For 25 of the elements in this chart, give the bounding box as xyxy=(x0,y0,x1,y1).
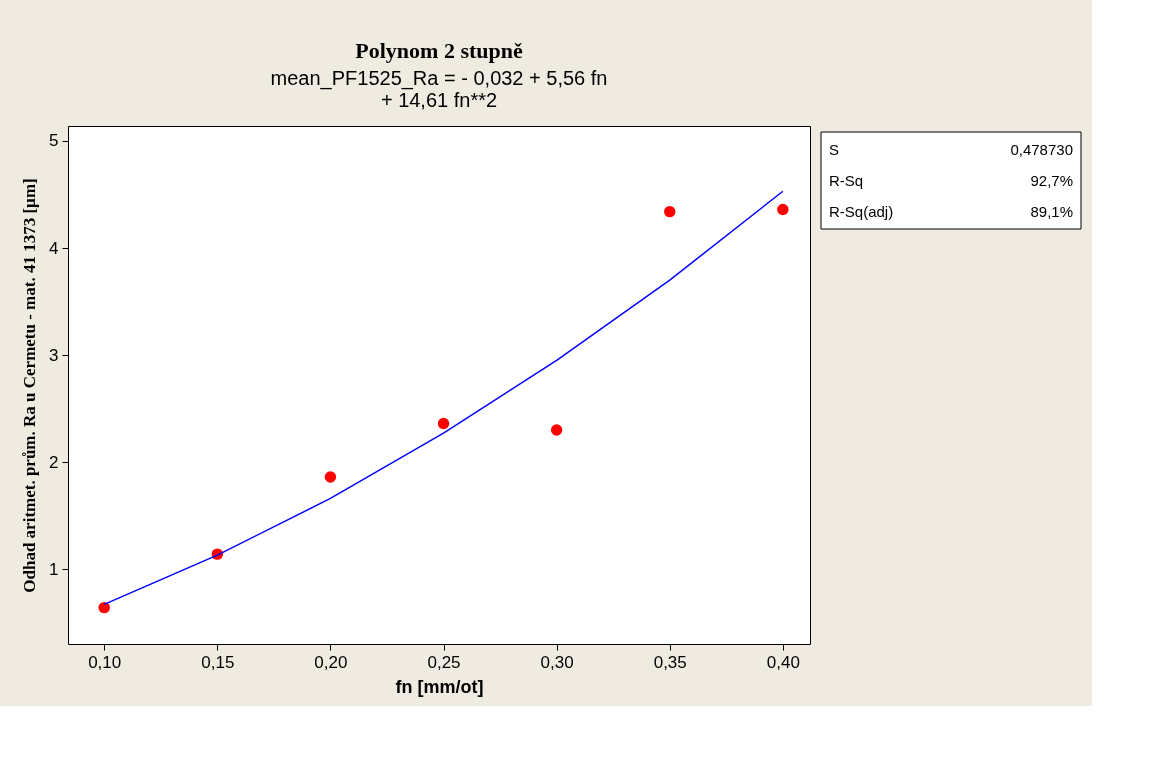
x-tick-label: 0,15 xyxy=(201,652,235,672)
text: S 0,478730 xyxy=(829,141,1073,158)
y-tick-label: 5 xyxy=(49,131,59,151)
x-tick-label: 0,35 xyxy=(653,652,687,672)
point xyxy=(98,601,110,614)
point xyxy=(664,205,676,218)
chart-title: Polynom 2 stupně xyxy=(355,38,523,63)
y-tick-label: 1 xyxy=(49,559,59,579)
y-axis-title: Odhad aritmet. prům. Ra u Cermetu - mat. 41 1373 [µm] xyxy=(20,178,40,593)
x-tick-label: 0,40 xyxy=(766,652,800,672)
y-tick-label: 4 xyxy=(49,238,59,258)
point xyxy=(437,417,450,430)
text: R-Sq(adj) 89,1% xyxy=(829,203,1073,220)
x-tick-label: 0,25 xyxy=(427,652,461,672)
point xyxy=(777,203,789,216)
y-tick-label: 2 xyxy=(49,452,59,472)
x-axis-title: fn [mm/ot] xyxy=(395,676,484,697)
point xyxy=(324,471,337,483)
x-tick-label: 0,20 xyxy=(314,652,348,672)
text: R-Sq 92,7% xyxy=(829,172,1073,189)
point xyxy=(550,424,563,436)
chart-subtitle: mean_PF1525_Ra = - 0,032 + 5,56 fn + 14,61 fn**2 xyxy=(270,67,608,111)
y-tick-label: 3 xyxy=(49,345,59,365)
x-tick-label: 0,30 xyxy=(540,652,574,672)
x-tick-label: 0,10 xyxy=(88,652,122,672)
